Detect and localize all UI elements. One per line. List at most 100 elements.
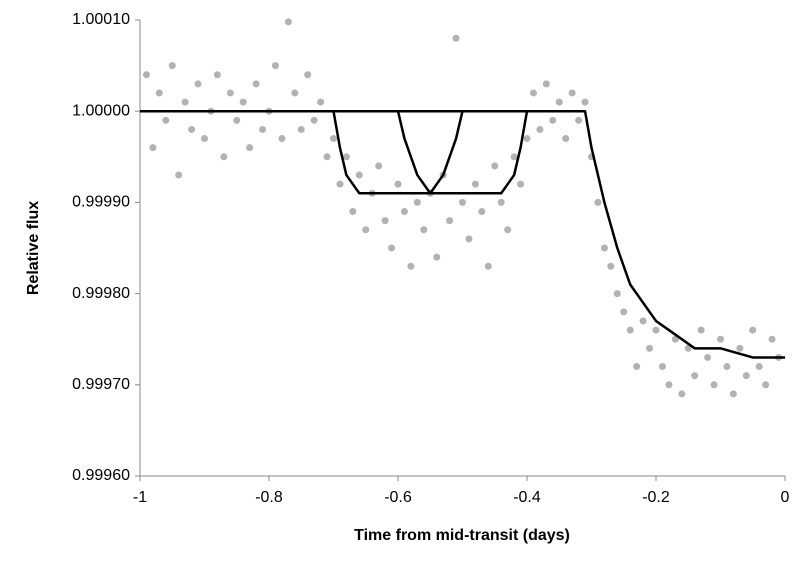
data-point (278, 135, 286, 143)
data-point (691, 372, 699, 380)
data-point (607, 262, 615, 270)
data-point (710, 381, 718, 389)
data-point (142, 71, 150, 79)
data-point (484, 262, 492, 270)
data-point (594, 198, 602, 206)
y-tick-label: 1.00010 (72, 11, 130, 28)
data-point (162, 116, 170, 124)
data-point (342, 153, 350, 161)
data-point (523, 135, 531, 143)
data-point (317, 98, 325, 106)
y-tick-label: 1.00000 (72, 102, 130, 119)
data-point (304, 71, 312, 79)
y-tick-label: 0.99990 (72, 194, 130, 211)
data-point (271, 62, 279, 70)
data-point (188, 125, 196, 133)
data-point (717, 335, 724, 343)
data-point (259, 125, 267, 133)
x-tick-label: -0.2 (642, 489, 670, 506)
y-axis-title: Relative flux (25, 201, 42, 295)
x-tick-label: 0 (781, 489, 790, 506)
data-point (407, 262, 415, 270)
data-point (542, 80, 550, 88)
data-point (471, 180, 479, 188)
data-point (478, 208, 486, 216)
data-point (562, 135, 570, 143)
data-point (446, 217, 454, 225)
data-point (336, 180, 344, 188)
data-point (768, 335, 776, 343)
data-point (626, 326, 634, 334)
y-tick-label: 0.99980 (72, 285, 130, 302)
x-tick-label: -1 (133, 489, 147, 506)
data-point (233, 116, 241, 124)
data-point (310, 116, 318, 124)
data-point (613, 290, 621, 298)
data-point (349, 208, 357, 216)
data-point (736, 344, 744, 352)
data-point (381, 217, 389, 225)
data-point (362, 226, 370, 234)
data-point (652, 326, 660, 334)
data-point (665, 381, 673, 389)
data-point (639, 317, 647, 325)
data-point (452, 34, 460, 42)
x-axis-title: Time from mid-transit (days) (354, 527, 570, 544)
data-point (433, 253, 441, 261)
data-point (459, 198, 466, 206)
model-line (396, 110, 464, 195)
data-point (684, 344, 692, 352)
data-point (671, 335, 679, 343)
data-point (155, 89, 163, 97)
data-point (536, 125, 544, 133)
data-point (723, 363, 731, 371)
data-point (491, 162, 499, 170)
data-point (620, 308, 628, 316)
data-point (400, 208, 408, 216)
data-point (394, 180, 402, 188)
model-line (332, 110, 529, 195)
model-line (140, 109, 785, 359)
data-point (762, 381, 770, 389)
data-point (704, 353, 712, 361)
data-point (226, 89, 234, 97)
data-point (330, 135, 337, 143)
data-point (529, 89, 537, 97)
data-point (355, 171, 363, 179)
data-point (678, 390, 686, 398)
data-point (633, 363, 641, 371)
x-tick-label: -0.6 (384, 489, 412, 506)
data-point (375, 162, 383, 170)
data-point (181, 98, 189, 106)
data-point (575, 116, 583, 124)
data-point (149, 144, 157, 152)
data-point (517, 180, 525, 188)
data-point (239, 98, 247, 106)
data-point (213, 71, 221, 79)
data-point (388, 244, 396, 252)
x-tick-label: -0.4 (513, 489, 541, 506)
data-point (168, 62, 176, 70)
data-point (297, 125, 305, 133)
data-point (555, 98, 563, 106)
data-point (291, 89, 299, 97)
data-point (568, 89, 576, 97)
data-point (742, 372, 750, 380)
data-point (175, 171, 183, 179)
data-point (549, 116, 557, 124)
data-point (749, 326, 757, 334)
data-point (755, 363, 763, 371)
data-point (497, 198, 505, 206)
data-point (220, 153, 228, 161)
data-point (413, 198, 421, 206)
y-tick-label: 0.99960 (72, 467, 130, 484)
data-point (201, 135, 208, 143)
data-point (246, 144, 254, 152)
data-point (646, 344, 654, 352)
data-point (323, 153, 331, 161)
y-tick-label: 0.99970 (72, 376, 130, 393)
data-point (252, 80, 260, 88)
data-point (284, 18, 292, 26)
data-point (510, 153, 518, 161)
